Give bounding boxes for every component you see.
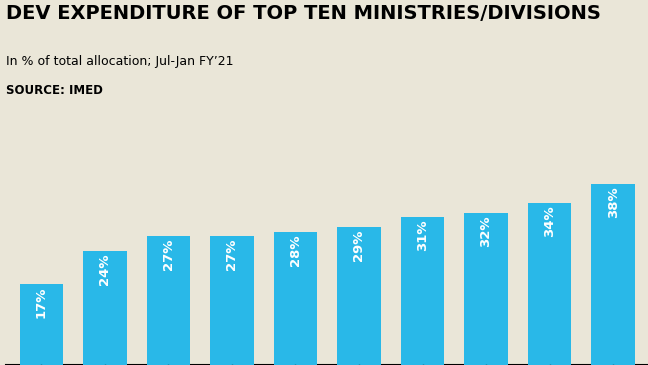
Bar	[20, 284, 63, 365]
Bar	[528, 203, 571, 365]
Text: SOURCE: IMED: SOURCE: IMED	[6, 84, 103, 97]
Text: 24%: 24%	[98, 253, 111, 285]
Text: 27%: 27%	[226, 239, 238, 270]
Text: DEV EXPENDITURE OF TOP TEN MINISTRIES/DIVISIONS: DEV EXPENDITURE OF TOP TEN MINISTRIES/DI…	[6, 4, 601, 23]
Bar	[401, 218, 444, 365]
Text: 34%: 34%	[543, 205, 556, 237]
Bar	[211, 237, 253, 365]
Bar	[338, 227, 380, 365]
Text: 17%: 17%	[35, 287, 48, 318]
Text: 27%: 27%	[162, 239, 175, 270]
Text: 31%: 31%	[416, 220, 429, 251]
Bar	[592, 184, 634, 365]
Bar	[465, 213, 507, 365]
Text: 28%: 28%	[289, 234, 302, 266]
Text: In % of total allocation; Jul-Jan FY’21: In % of total allocation; Jul-Jan FY’21	[6, 55, 234, 68]
Bar	[147, 237, 190, 365]
Bar	[274, 232, 317, 365]
Text: 29%: 29%	[353, 229, 365, 261]
Bar	[84, 251, 126, 365]
Text: 32%: 32%	[480, 215, 492, 246]
Text: 38%: 38%	[607, 187, 619, 218]
